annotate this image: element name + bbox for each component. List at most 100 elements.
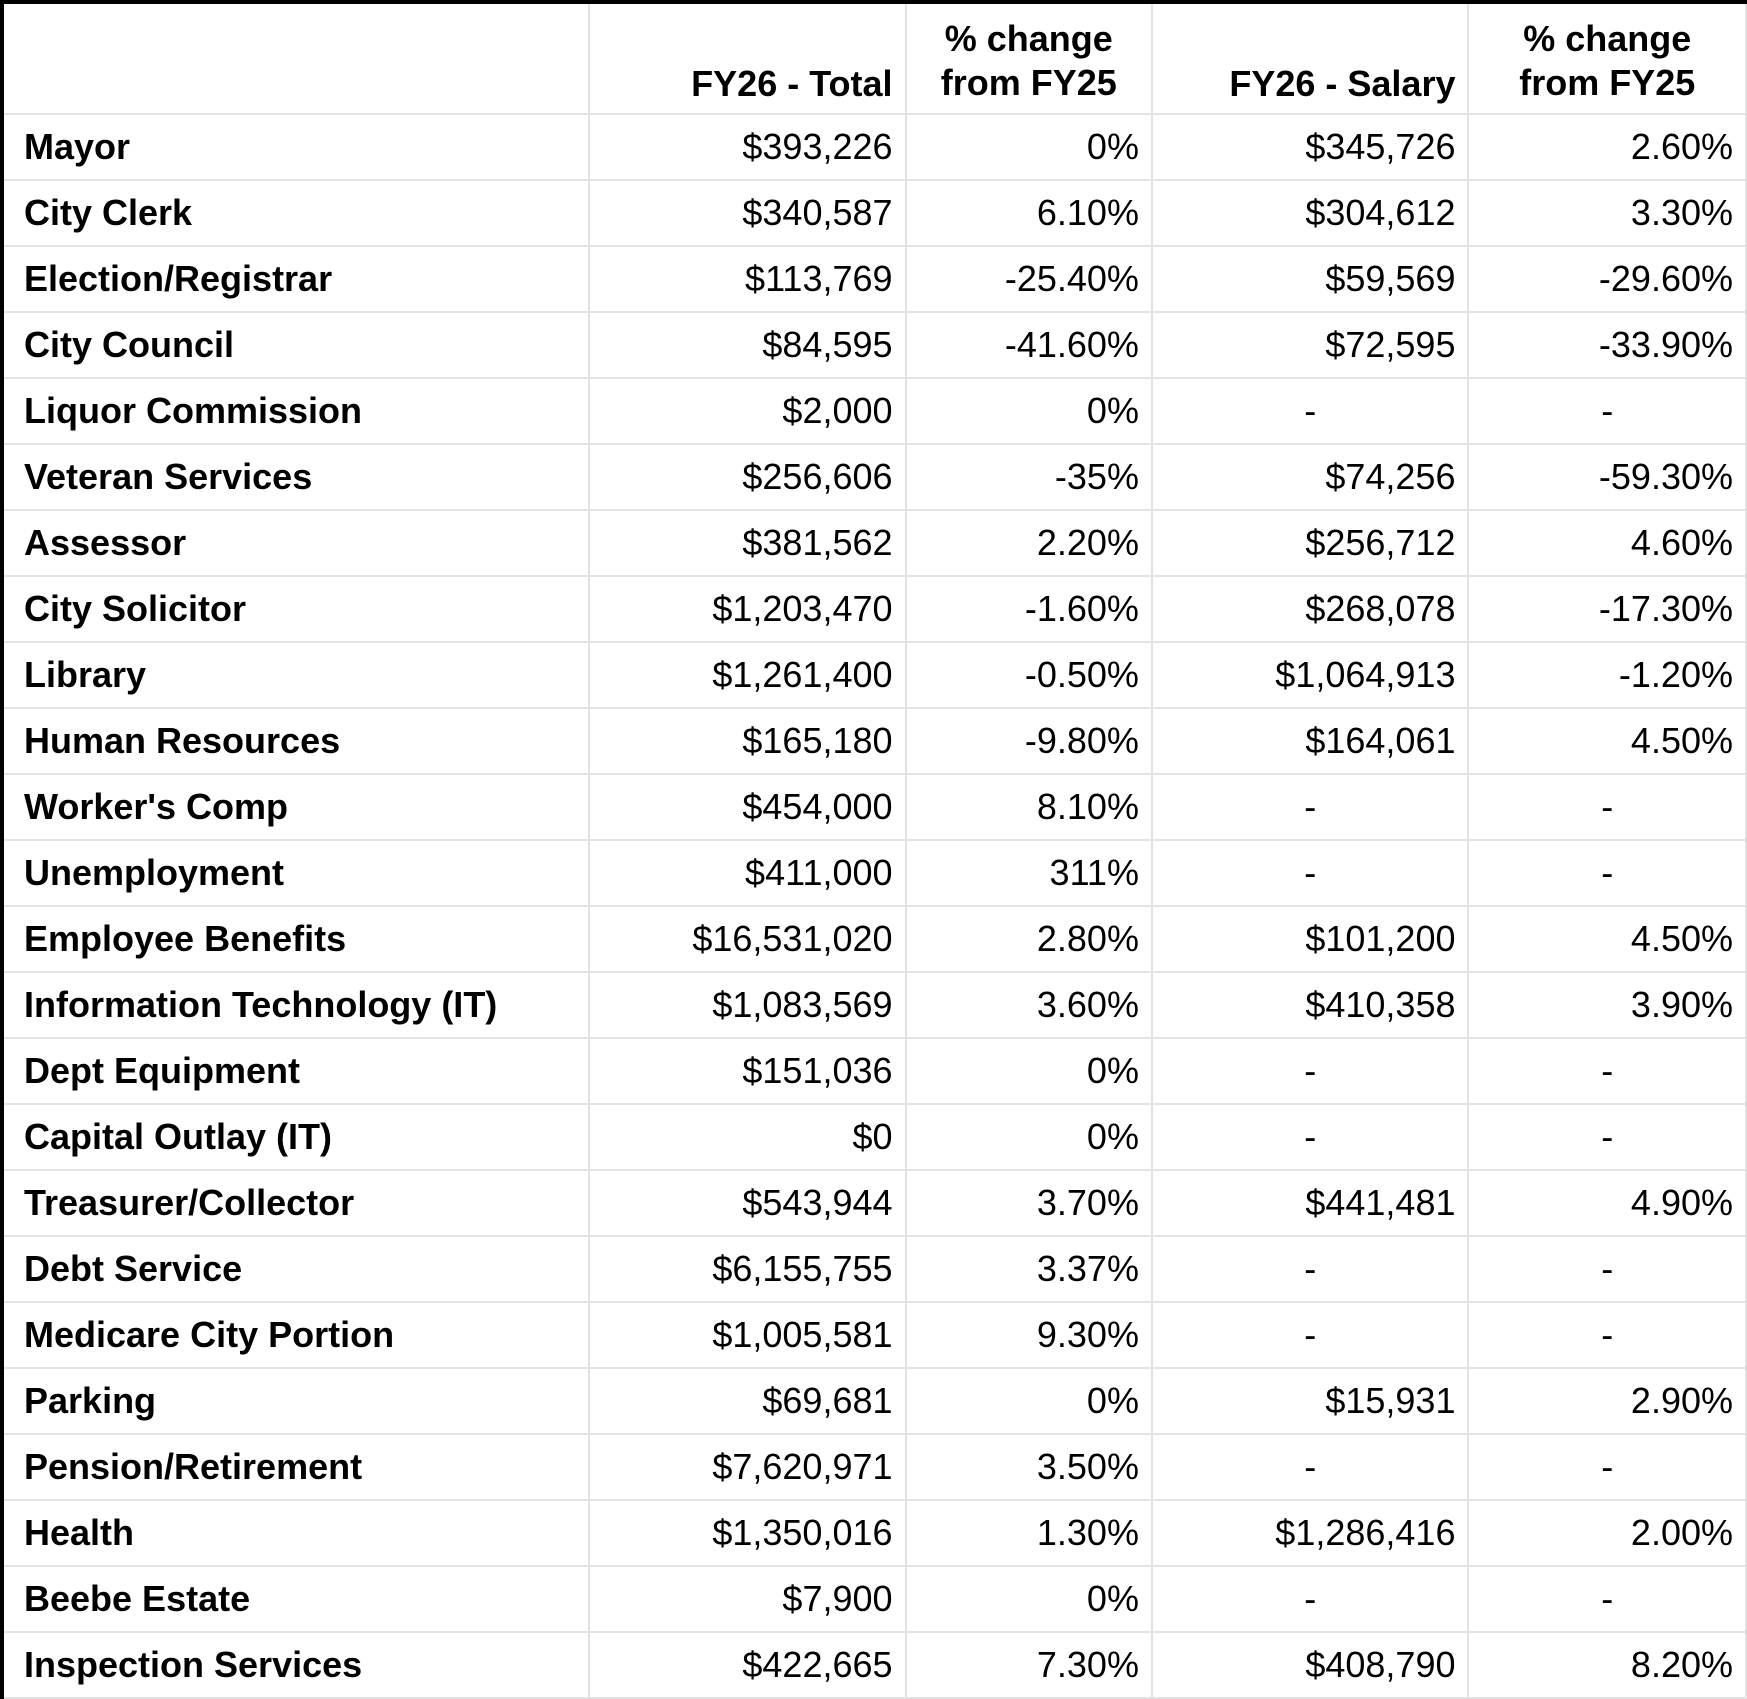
- corner-header-cell: [2, 2, 590, 115]
- table-row: Mayor $393,226 0% $345,726 2.60%: [2, 114, 1747, 181]
- table-row: Debt Service $6,155,755 3.37% - -: [2, 1236, 1747, 1303]
- total-change-cell: 2.80%: [905, 906, 1153, 973]
- table-row: Worker's Comp $454,000 8.10% - -: [2, 774, 1747, 841]
- salary-change-cell: -59.30%: [1468, 444, 1747, 511]
- table-row: Library $1,261,400 -0.50% $1,064,913 -1.…: [2, 642, 1747, 709]
- total-cell: $2,000: [589, 378, 907, 445]
- total-change-cell: 6.10%: [905, 180, 1153, 247]
- header-line: % change: [944, 18, 1113, 59]
- row-label-cell: Inspection Services: [2, 1632, 590, 1699]
- salary-cell: -: [1151, 1434, 1470, 1501]
- total-cell: $1,083,569: [589, 972, 907, 1039]
- table-row: Inspection Services $422,665 7.30% $408,…: [2, 1632, 1747, 1699]
- row-label-cell: Unemployment: [2, 840, 590, 907]
- salary-cell: $408,790: [1151, 1632, 1470, 1699]
- row-label-cell: Mayor: [2, 114, 590, 181]
- total-cell: $256,606: [589, 444, 907, 511]
- total-cell: $411,000: [589, 840, 907, 907]
- table-row: Health $1,350,016 1.30% $1,286,416 2.00%: [2, 1500, 1747, 1567]
- salary-cell: $164,061: [1151, 708, 1470, 775]
- total-change-cell: 3.37%: [905, 1236, 1153, 1303]
- table-row: Treasurer/Collector $543,944 3.70% $441,…: [2, 1170, 1747, 1237]
- table-row: Assessor $381,562 2.20% $256,712 4.60%: [2, 510, 1747, 577]
- salary-cell: $1,064,913: [1151, 642, 1470, 709]
- table-row: Medicare City Portion $1,005,581 9.30% -…: [2, 1302, 1747, 1369]
- row-label-cell: Medicare City Portion: [2, 1302, 590, 1369]
- total-change-cell: -1.60%: [905, 576, 1153, 643]
- salary-change-cell: -: [1468, 1302, 1747, 1369]
- total-cell: $16,531,020: [589, 906, 907, 973]
- table-row: Pension/Retirement $7,620,971 3.50% - -: [2, 1434, 1747, 1501]
- table-row: Parking $69,681 0% $15,931 2.90%: [2, 1368, 1747, 1435]
- salary-change-cell: -: [1468, 1104, 1747, 1171]
- salary-change-cell: -17.30%: [1468, 576, 1747, 643]
- salary-change-cell: 4.60%: [1468, 510, 1747, 577]
- row-label-cell: Debt Service: [2, 1236, 590, 1303]
- salary-change-cell: -: [1468, 840, 1747, 907]
- total-change-cell: 0%: [905, 114, 1153, 181]
- header-total-pct-change: % change from FY25: [905, 2, 1153, 115]
- total-change-cell: 0%: [905, 1368, 1153, 1435]
- salary-change-cell: -1.20%: [1468, 642, 1747, 709]
- header-line: from FY25: [1519, 62, 1696, 103]
- header-row: FY26 - Total % change from FY25 FY26 - S…: [2, 2, 1747, 115]
- total-cell: $381,562: [589, 510, 907, 577]
- salary-change-cell: 2.00%: [1468, 1500, 1747, 1567]
- row-label-cell: Veteran Services: [2, 444, 590, 511]
- row-label-cell: Worker's Comp: [2, 774, 590, 841]
- salary-cell: $1,286,416: [1151, 1500, 1470, 1567]
- row-label-cell: City Clerk: [2, 180, 590, 247]
- table-row: Information Technology (IT) $1,083,569 3…: [2, 972, 1747, 1039]
- total-cell: $340,587: [589, 180, 907, 247]
- salary-cell: -: [1151, 1104, 1470, 1171]
- row-label-cell: Human Resources: [2, 708, 590, 775]
- total-change-cell: 0%: [905, 1566, 1153, 1633]
- total-cell: $543,944: [589, 1170, 907, 1237]
- row-label-cell: Dept Equipment: [2, 1038, 590, 1105]
- total-change-cell: 1.30%: [905, 1500, 1153, 1567]
- salary-cell: $15,931: [1151, 1368, 1470, 1435]
- salary-change-cell: -: [1468, 1236, 1747, 1303]
- table-row: Unemployment $411,000 311% - -: [2, 840, 1747, 907]
- table-row: Capital Outlay (IT) $0 0% - -: [2, 1104, 1747, 1171]
- row-label-cell: Library: [2, 642, 590, 709]
- total-cell: $113,769: [589, 246, 907, 313]
- table-row: City Clerk $340,587 6.10% $304,612 3.30%: [2, 180, 1747, 247]
- salary-change-cell: -: [1468, 378, 1747, 445]
- header-fy26-salary: FY26 - Salary: [1151, 2, 1470, 115]
- salary-change-cell: 8.20%: [1468, 1632, 1747, 1699]
- total-change-cell: 0%: [905, 1038, 1153, 1105]
- table-row: Dept Equipment $151,036 0% - -: [2, 1038, 1747, 1105]
- table-row: Human Resources $165,180 -9.80% $164,061…: [2, 708, 1747, 775]
- salary-cell: $101,200: [1151, 906, 1470, 973]
- salary-cell: $74,256: [1151, 444, 1470, 511]
- row-label-cell: Employee Benefits: [2, 906, 590, 973]
- total-cell: $1,261,400: [589, 642, 907, 709]
- total-cell: $393,226: [589, 114, 907, 181]
- salary-cell: -: [1151, 378, 1470, 445]
- total-cell: $7,620,971: [589, 1434, 907, 1501]
- header-fy26-total: FY26 - Total: [589, 2, 907, 115]
- total-change-cell: 0%: [905, 1104, 1153, 1171]
- total-change-cell: -0.50%: [905, 642, 1153, 709]
- total-cell: $165,180: [589, 708, 907, 775]
- salary-cell: -: [1151, 1236, 1470, 1303]
- table-row: Election/Registrar $113,769 -25.40% $59,…: [2, 246, 1747, 313]
- table-row: City Council $84,595 -41.60% $72,595 -33…: [2, 312, 1747, 379]
- total-change-cell: 2.20%: [905, 510, 1153, 577]
- salary-cell: -: [1151, 1302, 1470, 1369]
- row-label-cell: City Solicitor: [2, 576, 590, 643]
- row-label-cell: Information Technology (IT): [2, 972, 590, 1039]
- salary-cell: -: [1151, 1566, 1470, 1633]
- salary-cell: $59,569: [1151, 246, 1470, 313]
- total-cell: $1,005,581: [589, 1302, 907, 1369]
- salary-change-cell: -: [1468, 1434, 1747, 1501]
- total-change-cell: -41.60%: [905, 312, 1153, 379]
- salary-cell: $410,358: [1151, 972, 1470, 1039]
- total-cell: $69,681: [589, 1368, 907, 1435]
- header-salary-pct-change: % change from FY25: [1468, 2, 1747, 115]
- salary-change-cell: 4.50%: [1468, 708, 1747, 775]
- salary-cell: $268,078: [1151, 576, 1470, 643]
- salary-change-cell: -: [1468, 1038, 1747, 1105]
